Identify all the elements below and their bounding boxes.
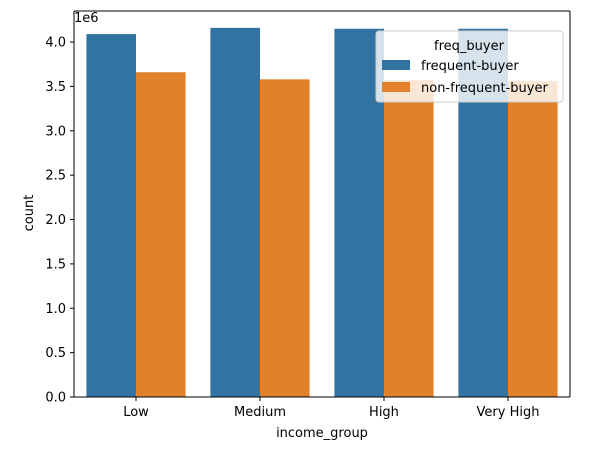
y-tick-label: 1.0: [45, 302, 66, 317]
x-tick-label: High: [369, 405, 399, 420]
bar-non-frequent-buyer-low: [136, 72, 186, 397]
bar-frequent-buyer-medium: [210, 27, 260, 397]
y-axis-label: count: [22, 195, 37, 232]
y-tick-label: 2.5: [45, 169, 66, 184]
x-tick-label: Very High: [477, 405, 540, 420]
axes-group: [73, 10, 571, 398]
ticks-group: 0.0 0.5 1.0 1.5 2.0 2.5 3.0 3.5 4.0 Low Medium High…: [45, 36, 539, 420]
x-tick-label: Low: [123, 405, 149, 420]
legend-title: freq_buyer: [434, 39, 505, 54]
legend-label-frequent-buyer: frequent-buyer: [421, 59, 519, 74]
y-tick-label: 4.0: [45, 36, 66, 51]
bar-non-frequent-buyer-very-high: [508, 81, 558, 398]
y-tick-label: 2.0: [45, 213, 66, 228]
bar-non-frequent-buyer-medium: [260, 79, 310, 397]
y-tick-label: 3.0: [45, 124, 66, 139]
x-tick-label: Medium: [234, 405, 286, 420]
legend-frame: [375, 30, 564, 103]
bar-frequent-buyer-low: [86, 34, 136, 398]
y-offset-label: 1e6: [74, 11, 99, 26]
legend-swatch-frequent-buyer: [382, 60, 410, 70]
bar-non-frequent-buyer-high: [384, 80, 434, 397]
y-tick-label: 0.5: [45, 346, 66, 361]
y-tick-label: 1.5: [45, 257, 66, 272]
legend: freq_buyer frequent-buyer non-frequent-b…: [375, 30, 564, 103]
x-axis-label: income_group: [276, 426, 368, 441]
legend-label-non-frequent-buyer: non-frequent-buyer: [421, 81, 548, 96]
legend-swatch-non-frequent-buyer: [382, 82, 410, 92]
y-tick-label: 3.5: [45, 80, 66, 95]
y-tick-label: 0.0: [45, 391, 66, 406]
